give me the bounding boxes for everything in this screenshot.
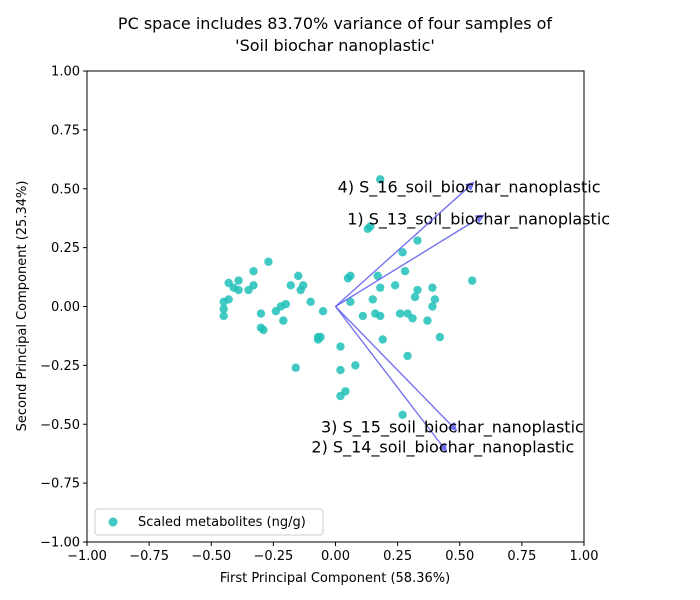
data-point <box>378 335 387 344</box>
legend-label: Scaled metabolites (ng/g) <box>138 515 306 530</box>
x-tick-label: −0.75 <box>129 549 169 564</box>
plot-area: 1) S_13_soil_biochar_nanoplastic 2) S_14_… <box>219 175 610 458</box>
loading-vector-arrowhead <box>474 214 485 224</box>
x-tick-label: 0.75 <box>507 549 536 564</box>
x-tick-label: 0.25 <box>383 549 412 564</box>
data-point <box>336 342 345 351</box>
data-point <box>291 363 300 372</box>
loading-vector-label: 2) S_14_soil_biochar_nanoplastic <box>311 438 574 458</box>
data-point <box>346 297 355 306</box>
x-tick-label: 1.00 <box>570 549 599 564</box>
data-point <box>413 236 422 245</box>
x-tick-label: −0.25 <box>253 549 293 564</box>
legend-box <box>94 508 324 536</box>
data-point <box>403 351 412 361</box>
y-tick-label: −1.00 <box>40 536 80 551</box>
x-tick-label: 0.50 <box>445 549 474 564</box>
y-tick-label: −0.75 <box>40 477 80 492</box>
x-tick-label: −1.00 <box>67 549 107 564</box>
loading-vector-line <box>334 306 443 446</box>
data-point <box>298 281 308 290</box>
data-point <box>306 297 315 306</box>
data-point <box>373 271 382 281</box>
data-point <box>234 285 243 295</box>
data-point <box>376 283 385 292</box>
y-tick-label: 0.00 <box>51 300 80 315</box>
data-point <box>430 295 440 304</box>
data-point <box>259 325 268 335</box>
loading-vector-label: 1) S_13_soil_biochar_nanoplastic <box>347 209 610 229</box>
y-tick-label: 0.25 <box>51 241 80 256</box>
data-point <box>336 365 345 375</box>
data-point <box>219 311 228 321</box>
data-point <box>413 285 422 295</box>
data-point <box>398 248 407 257</box>
x-tick-label: −0.50 <box>191 549 231 564</box>
y-axis-label: Second Principal Component (25.34%) <box>15 181 30 432</box>
data-point <box>376 175 385 184</box>
loading-vector-arrowhead <box>447 421 458 432</box>
data-point <box>351 361 360 370</box>
data-point <box>249 266 258 276</box>
data-point <box>435 332 445 342</box>
legend-marker <box>108 517 118 527</box>
data-point <box>279 316 288 325</box>
data-point <box>400 266 410 276</box>
y-tick-label: −0.50 <box>40 418 80 433</box>
data-point <box>428 283 437 292</box>
y-tick-label: 1.00 <box>51 65 80 80</box>
loading-vector-line <box>335 218 478 308</box>
y-tick-label: 0.75 <box>51 123 80 138</box>
loading-vector-label: 3) S_15_soil_biochar_nanoplastic <box>321 417 584 437</box>
chart-title-line-1: PC space includes 83.70% variance of fou… <box>118 14 553 33</box>
data-point <box>249 281 258 290</box>
data-point <box>376 311 385 321</box>
loading-vector-line <box>335 187 469 308</box>
data-point <box>408 314 417 323</box>
chart-title-line-2: 'Soil biochar nanoplastic' <box>235 36 435 55</box>
loading-vector-line <box>334 306 452 426</box>
data-point <box>294 271 303 281</box>
data-point <box>467 276 477 285</box>
legend: Scaled metabolites (ng/g) <box>94 508 324 536</box>
y-tick-label: 0.50 <box>51 182 80 197</box>
data-point <box>341 387 350 396</box>
data-point <box>234 276 243 285</box>
data-point <box>390 281 400 290</box>
data-point <box>256 309 266 318</box>
data-point <box>224 295 233 304</box>
data-point <box>366 222 375 231</box>
data-point <box>281 299 290 309</box>
data-point <box>219 304 228 314</box>
x-axis-label: First Principal Component (58.36%) <box>220 571 450 586</box>
loading-vector-arrowhead <box>464 181 475 192</box>
loading-vector-arrowhead <box>438 442 448 453</box>
data-point <box>318 307 328 316</box>
data-point <box>428 302 437 311</box>
loading-vector-label: 4) S_16_soil_biochar_nanoplastic <box>338 178 601 198</box>
y-tick-label: −0.25 <box>40 359 80 374</box>
data-point <box>395 309 405 318</box>
data-point <box>423 316 432 325</box>
data-point <box>410 292 420 302</box>
data-point <box>286 281 295 290</box>
data-point <box>346 271 355 281</box>
x-tick-label: 0.00 <box>321 549 350 564</box>
data-point <box>316 332 325 342</box>
data-point <box>264 257 273 266</box>
axis-ticks: −1.00 −0.75 −0.50 −0.25 0.00 0.25 0.50 0.75 1.00… <box>40 65 598 565</box>
data-point <box>368 295 377 304</box>
data-point <box>398 410 407 420</box>
data-point <box>358 311 368 321</box>
